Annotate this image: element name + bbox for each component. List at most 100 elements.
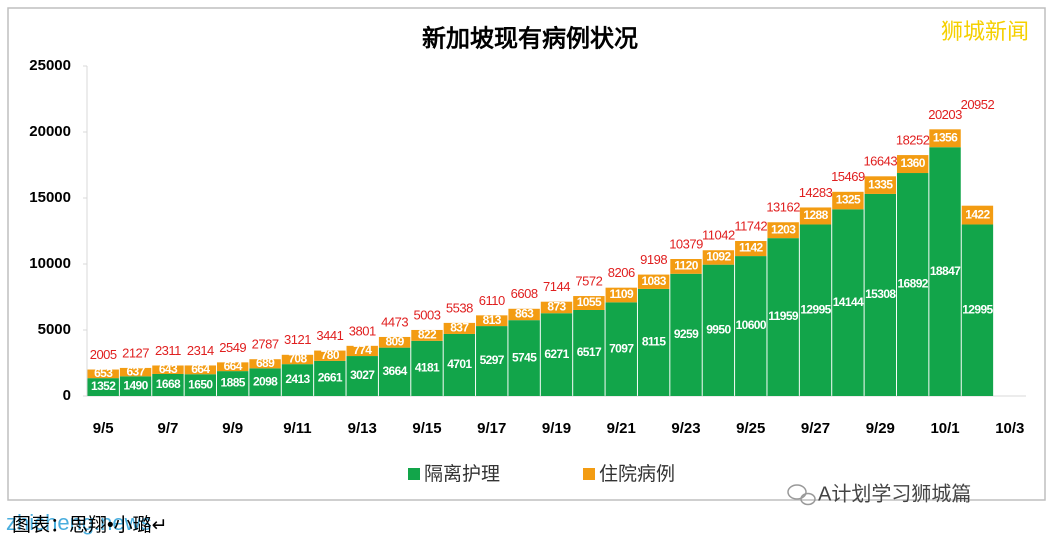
total-label: 20203: [928, 107, 962, 122]
bar-segment: [508, 308, 540, 321]
bar-segment: [87, 378, 119, 396]
bar-segment: [378, 336, 411, 348]
bar-segment: [832, 191, 864, 210]
y-tick-label: 10000: [29, 255, 71, 272]
bar-segment: [735, 241, 767, 257]
total-label: 15469: [831, 169, 865, 184]
total-label: 7144: [543, 279, 570, 294]
value-label: 1352: [91, 379, 116, 393]
bar-segment: [573, 309, 605, 396]
value-label: 2413: [285, 372, 310, 386]
bar-segment: [508, 320, 540, 396]
bar-segment: [184, 374, 217, 396]
total-label: 5003: [414, 307, 441, 322]
value-label: 643: [159, 362, 178, 376]
total-label: 8206: [608, 265, 635, 280]
value-label: 822: [418, 328, 437, 342]
value-label: 5297: [480, 353, 505, 367]
value-label: 9950: [706, 323, 731, 337]
watermark: A计划学习狮城篇: [818, 482, 971, 505]
total-label: 11742: [734, 218, 767, 233]
total-label: 11042: [702, 228, 735, 243]
value-label: 637: [126, 364, 145, 378]
bar-segment: [702, 250, 735, 265]
bar-segment: [799, 207, 832, 225]
bar-segment: [605, 302, 637, 396]
bar-segment: [864, 176, 896, 194]
y-tick-label: 0: [63, 387, 71, 404]
value-label: 1288: [803, 208, 828, 222]
y-tick-label: 20000: [29, 123, 71, 140]
value-label: 16892: [897, 277, 928, 291]
bar-segment: [735, 256, 767, 396]
value-label: 1325: [836, 193, 861, 207]
value-label: 1360: [901, 156, 926, 170]
chart-title: 新加坡现有病例状况: [422, 24, 638, 52]
x-tick-label: 9/13: [348, 420, 377, 437]
bar-segment: [87, 369, 119, 379]
value-label: 4701: [447, 357, 472, 371]
legend-label: 隔离护理: [424, 463, 500, 485]
value-label: 8115: [642, 335, 667, 349]
value-label: 1120: [674, 259, 699, 273]
legend-swatch: [583, 468, 595, 480]
value-label: 7097: [609, 341, 634, 355]
x-tick-label: 9/15: [412, 420, 441, 437]
bar-segment: [540, 313, 573, 396]
value-label: 1142: [739, 241, 764, 255]
value-label: 1109: [609, 287, 634, 301]
bar-segment: [896, 173, 929, 396]
total-label: 2311: [155, 343, 181, 358]
legend-label: 住院病例: [599, 463, 675, 485]
value-label: 4181: [415, 361, 440, 375]
x-tick-label: 10/3: [995, 420, 1024, 437]
bar-segment: [249, 359, 281, 369]
bar-segment: [281, 354, 314, 365]
value-label: 12995: [800, 302, 831, 316]
value-label: 664: [224, 359, 243, 373]
x-tick-label: 9/21: [607, 420, 636, 437]
total-label: 16643: [863, 154, 897, 169]
x-tick-label: 9/25: [736, 420, 765, 437]
x-tick-label: 9/9: [222, 420, 243, 437]
total-label: 3441: [316, 328, 343, 343]
y-tick-label: 25000: [29, 57, 71, 74]
total-label: 3121: [284, 332, 311, 347]
value-label: 9259: [674, 327, 699, 341]
value-label: 2661: [318, 371, 343, 385]
x-tick-label: 9/5: [93, 420, 114, 437]
value-label: 774: [353, 343, 372, 357]
bar-segment: [476, 326, 508, 396]
bar-segment: [929, 129, 961, 148]
value-label: 12995: [962, 302, 993, 316]
bar-segment: [346, 345, 378, 357]
value-label: 1885: [221, 376, 246, 390]
value-label: 1490: [123, 378, 148, 392]
bar-segment: [637, 288, 670, 396]
x-tick-label: 9/7: [158, 420, 179, 437]
bar-segment: [864, 193, 896, 396]
value-label: 14144: [833, 295, 864, 309]
bar-segment: [281, 364, 314, 396]
x-tick-label: 9/17: [477, 420, 506, 437]
total-label: 3801: [349, 323, 376, 338]
total-label: 9198: [640, 252, 667, 267]
value-label: 1335: [868, 177, 893, 191]
value-label: 863: [515, 307, 534, 321]
x-tick-label: 9/19: [542, 420, 571, 437]
bar-segment: [799, 224, 832, 396]
x-tick-label: 10/1: [930, 420, 959, 437]
value-label: 1092: [706, 250, 731, 264]
bar-segment: [378, 347, 411, 396]
bar-segment: [184, 365, 217, 375]
value-label: 18847: [930, 264, 961, 278]
total-label: 2314: [187, 343, 214, 358]
bar-segment: [314, 350, 346, 361]
value-label: 1203: [771, 222, 796, 236]
bar-segment: [443, 322, 476, 334]
total-label: 7572: [575, 273, 602, 288]
bar-segment: [637, 274, 670, 289]
total-label: 6110: [479, 293, 505, 308]
bar-segment: [217, 362, 249, 372]
bar-segment: [119, 367, 152, 377]
